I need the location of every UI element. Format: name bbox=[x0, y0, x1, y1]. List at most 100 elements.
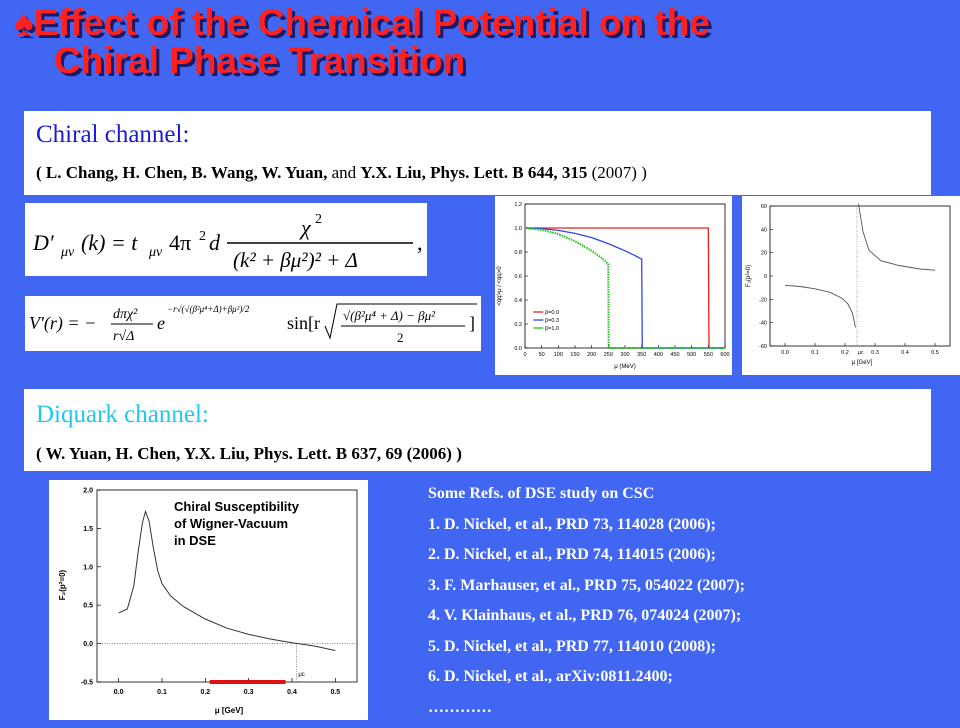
plot2-ytick-label: -60 bbox=[759, 344, 767, 350]
eq1-numerator: χ bbox=[299, 215, 312, 240]
plot1-ytick-label: 1.2 bbox=[514, 202, 522, 208]
plot3-xtick-label: 0.3 bbox=[244, 689, 254, 696]
plot2-xtick-label: 0.0 bbox=[781, 350, 789, 356]
chiral-citation-authors: ( L. Chang, H. Chen, B. Wang, W. Yuan, bbox=[36, 163, 327, 182]
eq2-sqrt-den: 2 bbox=[397, 330, 404, 345]
eq1-lhs-arg: (k) = t bbox=[81, 230, 138, 255]
plot3-caption-line-1: Chiral Susceptibility bbox=[174, 499, 300, 514]
eq2-frac-den: r√Δ bbox=[113, 329, 134, 344]
plot2-xtick-label: 0.1 bbox=[811, 350, 819, 356]
plot2-frame bbox=[770, 206, 950, 346]
plot1-xtick-label: 250 bbox=[604, 352, 613, 358]
plot2-ylabel: F₂(p²=0) bbox=[746, 265, 752, 287]
eq2-exponent: −r√(√(β²μ⁴+Δ)+βμ²)/2 bbox=[167, 304, 250, 314]
plot1-xtick-label: 350 bbox=[637, 352, 646, 358]
plot1-xtick-label: 400 bbox=[654, 352, 663, 358]
plot3-ytick-label: 0.5 bbox=[83, 603, 93, 610]
eq1-d: d bbox=[209, 230, 221, 255]
diquark-channel-heading: Diquark channel: bbox=[36, 400, 209, 430]
plot1-xlabel: μ (MeV) bbox=[614, 364, 635, 370]
chiral-citation-year: (2007) ) bbox=[587, 163, 646, 182]
plot1-ytick-label: 0.6 bbox=[514, 274, 522, 280]
plot1-legend-label: β=0.0 bbox=[545, 310, 559, 316]
plot1-ytick-label: 0.0 bbox=[514, 346, 522, 352]
plot1-xtick-label: 300 bbox=[620, 352, 629, 358]
plot1-ytick-label: 0.2 bbox=[514, 322, 522, 328]
plot2-curve-right bbox=[859, 204, 936, 271]
reference-item: 6. D. Nickel, et al., arXiv:0811.2400; bbox=[428, 667, 948, 698]
chiral-susceptibility-plot: F₂(p²=0) μ [GeV] Chiral Susceptibility o… bbox=[49, 480, 368, 720]
eq2-sin: sin[r bbox=[287, 313, 320, 333]
eq2-frac-num: dπχ² bbox=[113, 307, 138, 322]
plot2-xtick-label: 0.5 bbox=[931, 350, 939, 356]
reference-item: 5. D. Nickel, et al., PRD 77, 114010 (20… bbox=[428, 637, 948, 668]
eq2-lhs: V′(r) = − bbox=[29, 313, 96, 334]
plot3-xtick-label: 0.5 bbox=[330, 689, 340, 696]
reference-item: 3. F. Marhauser, et al., PRD 75, 054022 … bbox=[428, 576, 948, 607]
plot2-ytick-label: 0 bbox=[764, 274, 767, 280]
reference-item: 1. D. Nickel, et al., PRD 73, 114028 (20… bbox=[428, 515, 948, 546]
chiral-channel-heading: Chiral channel: bbox=[36, 120, 189, 150]
reference-item: 4. V. Klainhaus, et al., PRD 76, 074024 … bbox=[428, 606, 948, 637]
plot1-ytick-label: 0.8 bbox=[514, 250, 522, 256]
plot2-curve-left bbox=[785, 285, 856, 327]
plot3-ytick-label: 1.0 bbox=[83, 564, 93, 571]
plot2-ytick-label: 40 bbox=[761, 227, 767, 233]
plot3-xtick-label: 0.1 bbox=[157, 689, 167, 696]
eq1-denominator: (k² + βμ²)² + Δ bbox=[233, 248, 358, 272]
plot3-ytick-label: 2.0 bbox=[83, 488, 93, 495]
chiral-channel-box: Chiral channel: ( L. Chang, H. Chen, B. … bbox=[24, 111, 931, 195]
eq1-coef-sup: 2 bbox=[199, 229, 206, 244]
plot3-ytick-label: 1.5 bbox=[83, 526, 93, 533]
diquark-channel-box: Diquark channel: ( W. Yuan, H. Chen, Y.X… bbox=[24, 389, 931, 471]
plot2-xlabel: μ [GeV] bbox=[852, 360, 873, 366]
chiral-susceptibility-chart: F₂(p²=0) μ [GeV] Chiral Susceptibility o… bbox=[49, 480, 368, 720]
eq1-coef: 4π bbox=[169, 230, 191, 255]
plot2-ytick-label: -40 bbox=[759, 321, 767, 327]
eq1-numerator-sup: 2 bbox=[315, 212, 322, 227]
plot3-curve bbox=[119, 512, 336, 651]
slide-title: ♠Effect of the Chemical Potential on the… bbox=[14, 4, 954, 80]
title-line-2: Chiral Phase Transition bbox=[14, 42, 954, 80]
plot3-ytick-label: 0.0 bbox=[83, 641, 93, 648]
equation-2: V′(r) = − dπχ² r√Δ e −r√(√(β²μ⁴+Δ)+βμ²)/… bbox=[25, 296, 481, 351]
references-list: Some Refs. of DSE study on CSC 1. D. Nic… bbox=[428, 484, 948, 728]
plot1-legend-label: β=1.0 bbox=[545, 326, 559, 332]
plot3-xlabel: μ [GeV] bbox=[215, 706, 244, 715]
plot3-caption-line-2: of Wigner-Vacuum bbox=[174, 516, 288, 531]
plot1-xtick-label: 600 bbox=[720, 352, 729, 358]
plot1-xtick-label: 100 bbox=[554, 352, 563, 358]
plot3-xtick-label: 0.4 bbox=[287, 689, 297, 696]
spade-bullet-icon: ♠ bbox=[14, 2, 34, 43]
reference-item: 2. D. Nickel, et al., PRD 74, 114015 (20… bbox=[428, 545, 948, 576]
eq1-lhs: D′ bbox=[32, 230, 55, 255]
equation-2-box: V′(r) = − dπχ² r√Δ e −r√(√(β²μ⁴+Δ)+βμ²)/… bbox=[25, 296, 481, 351]
plot1-xtick-label: 150 bbox=[570, 352, 579, 358]
eq1-lhs-sub: μν bbox=[60, 245, 75, 260]
plot1-xtick-label: 200 bbox=[587, 352, 596, 358]
plot2-xtick-label: 0.3 bbox=[871, 350, 879, 356]
eq1-t-sub: μν bbox=[148, 245, 163, 260]
title-line-1: Effect of the Chemical Potential on the bbox=[34, 2, 710, 43]
plot2-ytick-label: 60 bbox=[761, 204, 767, 210]
diquark-citation: ( W. Yuan, H. Chen, Y.X. Liu, Phys. Lett… bbox=[36, 444, 462, 464]
reference-ellipsis: ………… bbox=[428, 698, 948, 728]
plot1-xtick-label: 550 bbox=[704, 352, 713, 358]
plot3-ylabel: F₂(p²=0) bbox=[58, 569, 67, 600]
eq2-sqrt-num: √(β²μ⁴ + Δ) − βμ² bbox=[343, 308, 436, 323]
equation-1: D′ μν (k) = t μν 4π 2 d χ 2 (k² + βμ²)² … bbox=[25, 203, 427, 276]
plot2-ytick-label: -20 bbox=[759, 297, 767, 303]
plot1-ylabel: <qq>μ / <qq>0 bbox=[497, 266, 503, 306]
plot1-xtick-label: 50 bbox=[539, 352, 545, 358]
plot1-ytick-label: 0.4 bbox=[514, 298, 522, 304]
eq2-e: e bbox=[157, 313, 165, 333]
plot3-xtick-label: 0.2 bbox=[200, 689, 210, 696]
plot3-caption-line-3: in DSE bbox=[174, 533, 216, 548]
equation-1-box: D′ μν (k) = t μν 4π 2 d χ 2 (k² + βμ²)² … bbox=[25, 203, 427, 276]
plot3-critical-label: μc bbox=[298, 672, 304, 678]
plot1-legend-label: β=0.3 bbox=[545, 318, 559, 324]
plot2-xtick-label: 0.2 bbox=[841, 350, 849, 356]
